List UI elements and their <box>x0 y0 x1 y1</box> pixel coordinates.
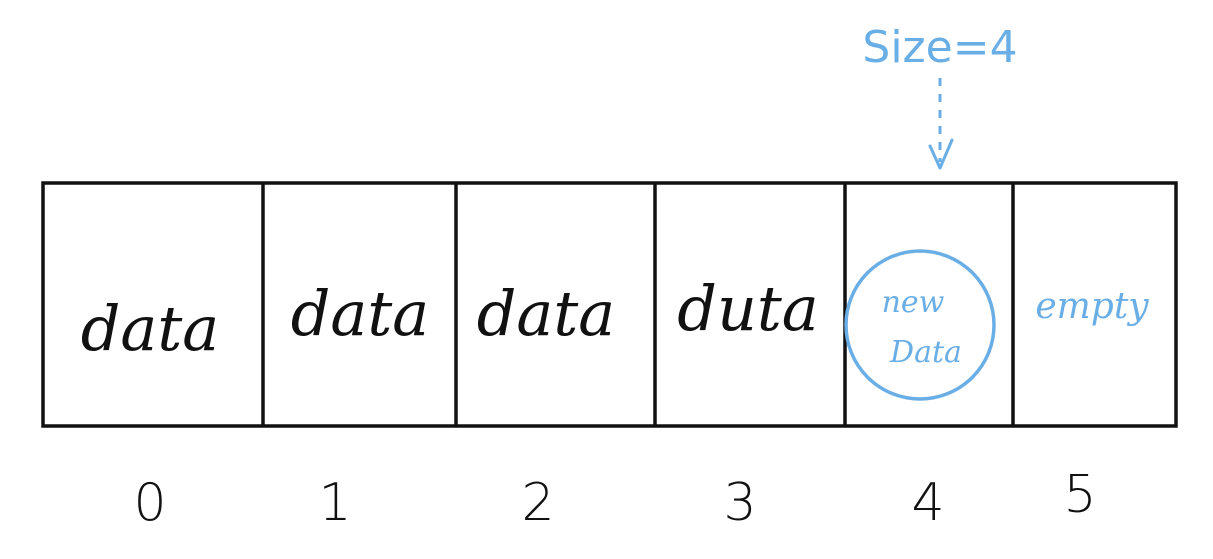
cell-1-text: data <box>291 277 430 350</box>
size-label: Size=4 <box>862 22 1017 73</box>
index-label-4: 4 <box>911 473 944 533</box>
cell-3-text: duta <box>677 272 819 345</box>
index-label-0: 0 <box>133 473 166 533</box>
index-label-3: 3 <box>723 473 756 533</box>
cell-4-text-line2: Data <box>889 335 962 370</box>
new-data-circle <box>846 251 994 399</box>
cell-0-text: data <box>81 292 220 365</box>
index-label-1: 1 <box>318 473 351 533</box>
index-label-2: 2 <box>521 473 554 533</box>
cell-2-text: data <box>477 277 616 350</box>
cell-5-text: empty <box>1035 286 1149 327</box>
index-label-5: 5 <box>1063 465 1096 525</box>
cell-4-text-line1: new <box>882 285 945 320</box>
